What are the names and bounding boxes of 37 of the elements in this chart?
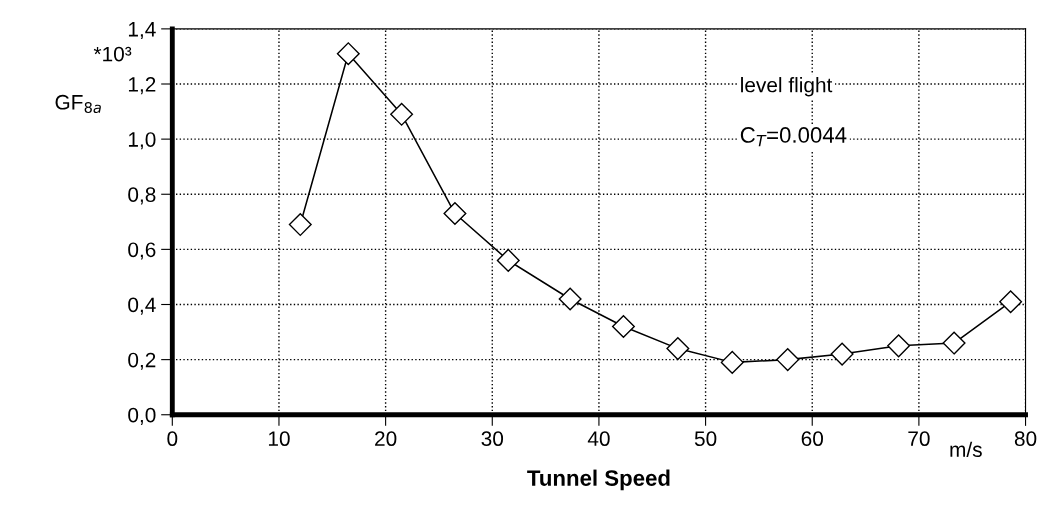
y-axis-title: GF$_{8a}$ bbox=[55, 94, 101, 114]
x-tick-label: 10 bbox=[268, 431, 290, 447]
y-tick-label: 0,8 bbox=[128, 187, 156, 205]
point bbox=[611, 315, 635, 339]
annotation: C$_{T}$=0.0044 bbox=[740, 127, 847, 147]
point bbox=[288, 213, 312, 237]
x-tick-label: 80 bbox=[1014, 431, 1037, 447]
text: *10³ bbox=[93, 46, 132, 62]
y-tick-label: 0,0 bbox=[128, 407, 156, 425]
point bbox=[496, 248, 520, 272]
point bbox=[887, 334, 911, 358]
point bbox=[720, 350, 744, 374]
point bbox=[830, 342, 854, 366]
y-tick-label: 1,4 bbox=[128, 22, 156, 40]
x-axis-title: Tunnel Speed bbox=[527, 469, 670, 491]
point bbox=[942, 331, 966, 355]
point bbox=[776, 348, 800, 372]
x-tick-label: 60 bbox=[801, 431, 824, 447]
x-tick-label: 50 bbox=[694, 431, 717, 447]
x-tick-label: 20 bbox=[375, 431, 397, 447]
text: m/s bbox=[950, 441, 982, 457]
point bbox=[443, 202, 467, 226]
point bbox=[999, 290, 1023, 314]
x-tick-label: 40 bbox=[587, 431, 610, 447]
y-tick-label: 1,2 bbox=[128, 77, 156, 95]
point bbox=[336, 42, 360, 66]
annotation: level flight bbox=[741, 77, 833, 97]
x-tick-label: 70 bbox=[908, 431, 930, 447]
x-tick-label: 30 bbox=[481, 431, 504, 447]
y-tick-label: 0,2 bbox=[128, 352, 156, 370]
point bbox=[390, 102, 414, 126]
y-tick-label: 1,0 bbox=[128, 132, 156, 150]
y-tick-label: 0,6 bbox=[128, 242, 156, 260]
point bbox=[666, 337, 690, 361]
y-tick-label: 0,4 bbox=[128, 297, 156, 315]
x-tick-label: 0 bbox=[167, 431, 178, 447]
point bbox=[558, 287, 582, 311]
